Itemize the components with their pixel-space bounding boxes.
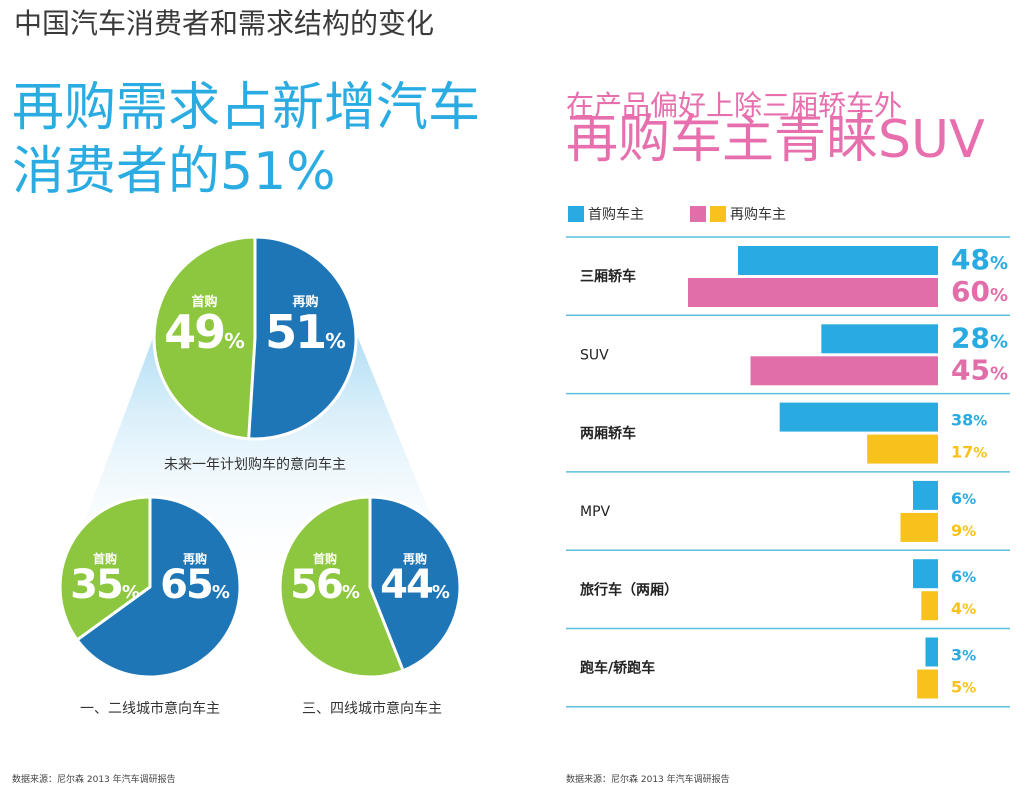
category-label: 三厢轿车 [580, 268, 636, 285]
pie-slice-value: 49% [164, 305, 245, 359]
category-label: SUV [580, 347, 609, 363]
bar-value-label: 17% [951, 443, 987, 462]
bar-repeat [750, 356, 938, 386]
bar-value-label: 6% [951, 567, 976, 586]
pie-caption-tier34: 三、四线城市意向车主 [302, 701, 442, 717]
bar-first [738, 246, 938, 275]
pie-slice-name: 首购 [191, 295, 218, 310]
category-label: MPV [580, 504, 611, 520]
bar-value-label: 45% [951, 353, 1008, 386]
bar-value-label: 3% [951, 646, 976, 665]
pie-tier34-slice-repeat [368, 495, 462, 673]
right-subtitle: 在产品偏好上除三厢轿车外 [566, 89, 903, 122]
legend-label-repeat: 再购车主 [730, 207, 786, 223]
pie-main-slice-repeat [247, 235, 358, 441]
pie-slice-value: 44% [380, 562, 450, 608]
pie-slice-unit: % [224, 329, 245, 353]
category-label: 跑车/轿跑车 [580, 660, 655, 677]
bar-value-label: 6% [951, 489, 976, 508]
bar-value-label: 38% [951, 411, 987, 430]
pie-slice-name: 再购 [182, 552, 207, 566]
pie-tier34-label-repeat: 再购 44% [380, 553, 450, 605]
bar-repeat [917, 669, 938, 699]
pie-slice-unit: % [121, 582, 140, 603]
pie-caption-main: 未来一年计划购车的意向车主 [164, 457, 346, 473]
bar-repeat [900, 512, 938, 542]
bar-first [779, 402, 938, 432]
pie-slice-value: 51% [265, 305, 346, 359]
pie-slice-value: 56% [290, 562, 360, 608]
bar-value-label: 48% [951, 243, 1008, 276]
left-headline-line2: 消费者的51% [12, 142, 336, 202]
left-headline-line1: 再购需求占新增汽车 [12, 78, 481, 138]
bar-repeat [867, 434, 938, 464]
pie-slice-unit: % [341, 582, 360, 603]
pie-slice-value: 35% [70, 562, 140, 608]
pie-slice-name: 再购 [292, 295, 319, 310]
right-title: 再购车主青睐SUV [566, 110, 985, 170]
pie-main-label-first: 首购 49% [164, 296, 245, 355]
pie-slice-value: 65% [160, 562, 230, 608]
legend-first-buyer: 首购车主 [568, 205, 644, 223]
pie-caption-tier12: 一、二线城市意向车主 [80, 701, 220, 717]
bar-first [913, 559, 938, 589]
pie-tier12-label-repeat: 再购 65% [160, 553, 230, 605]
pie-slice-name: 再购 [402, 552, 427, 566]
category-label: 两厢轿车 [580, 425, 636, 442]
bar-first [913, 480, 938, 510]
legend-swatch-yellow [710, 206, 726, 222]
pie-tier12-label-first: 首购 35% [70, 553, 140, 605]
pie-main-label-repeat: 再购 51% [265, 296, 346, 355]
pie-main [152, 235, 358, 441]
pie-slice-name: 首购 [92, 552, 117, 566]
bar-value-label: 9% [951, 521, 976, 540]
legend-label-first: 首购车主 [588, 207, 644, 223]
bar-first [821, 324, 938, 354]
pie-slice-name: 首购 [312, 552, 337, 566]
legend-repeat-buyer: 再购车主 [690, 205, 786, 223]
legend-swatch-blue [568, 206, 584, 222]
bar-value-label: 28% [951, 321, 1008, 354]
bar-first [925, 637, 938, 667]
pie-slice-unit: % [211, 582, 230, 603]
pie-slice-unit: % [325, 329, 346, 353]
bar-value-label: 4% [951, 599, 976, 618]
pie-slice-unit: % [431, 582, 450, 603]
bar-repeat [688, 278, 938, 307]
source-note-right: 数据来源：尼尔森 2013 年汽车调研报告 [566, 775, 730, 785]
pie-tier12 [58, 495, 242, 679]
legend-swatch-pink [690, 206, 706, 222]
pie-tier34 [278, 495, 462, 679]
category-label: 旅行车（两厢） [580, 581, 678, 598]
pie-tier12-slice-repeat [75, 495, 242, 679]
bar-value-label: 5% [951, 678, 976, 697]
pie-tier34-label-first: 首购 56% [290, 553, 360, 605]
bar-value-label: 60% [951, 275, 1008, 308]
source-note-left: 数据来源：尼尔森 2013 年汽车调研报告 [12, 775, 176, 785]
page-title: 中国汽车消费者和需求结构的变化 [14, 7, 435, 40]
bar-repeat [921, 591, 938, 621]
pie-charts [58, 235, 462, 679]
